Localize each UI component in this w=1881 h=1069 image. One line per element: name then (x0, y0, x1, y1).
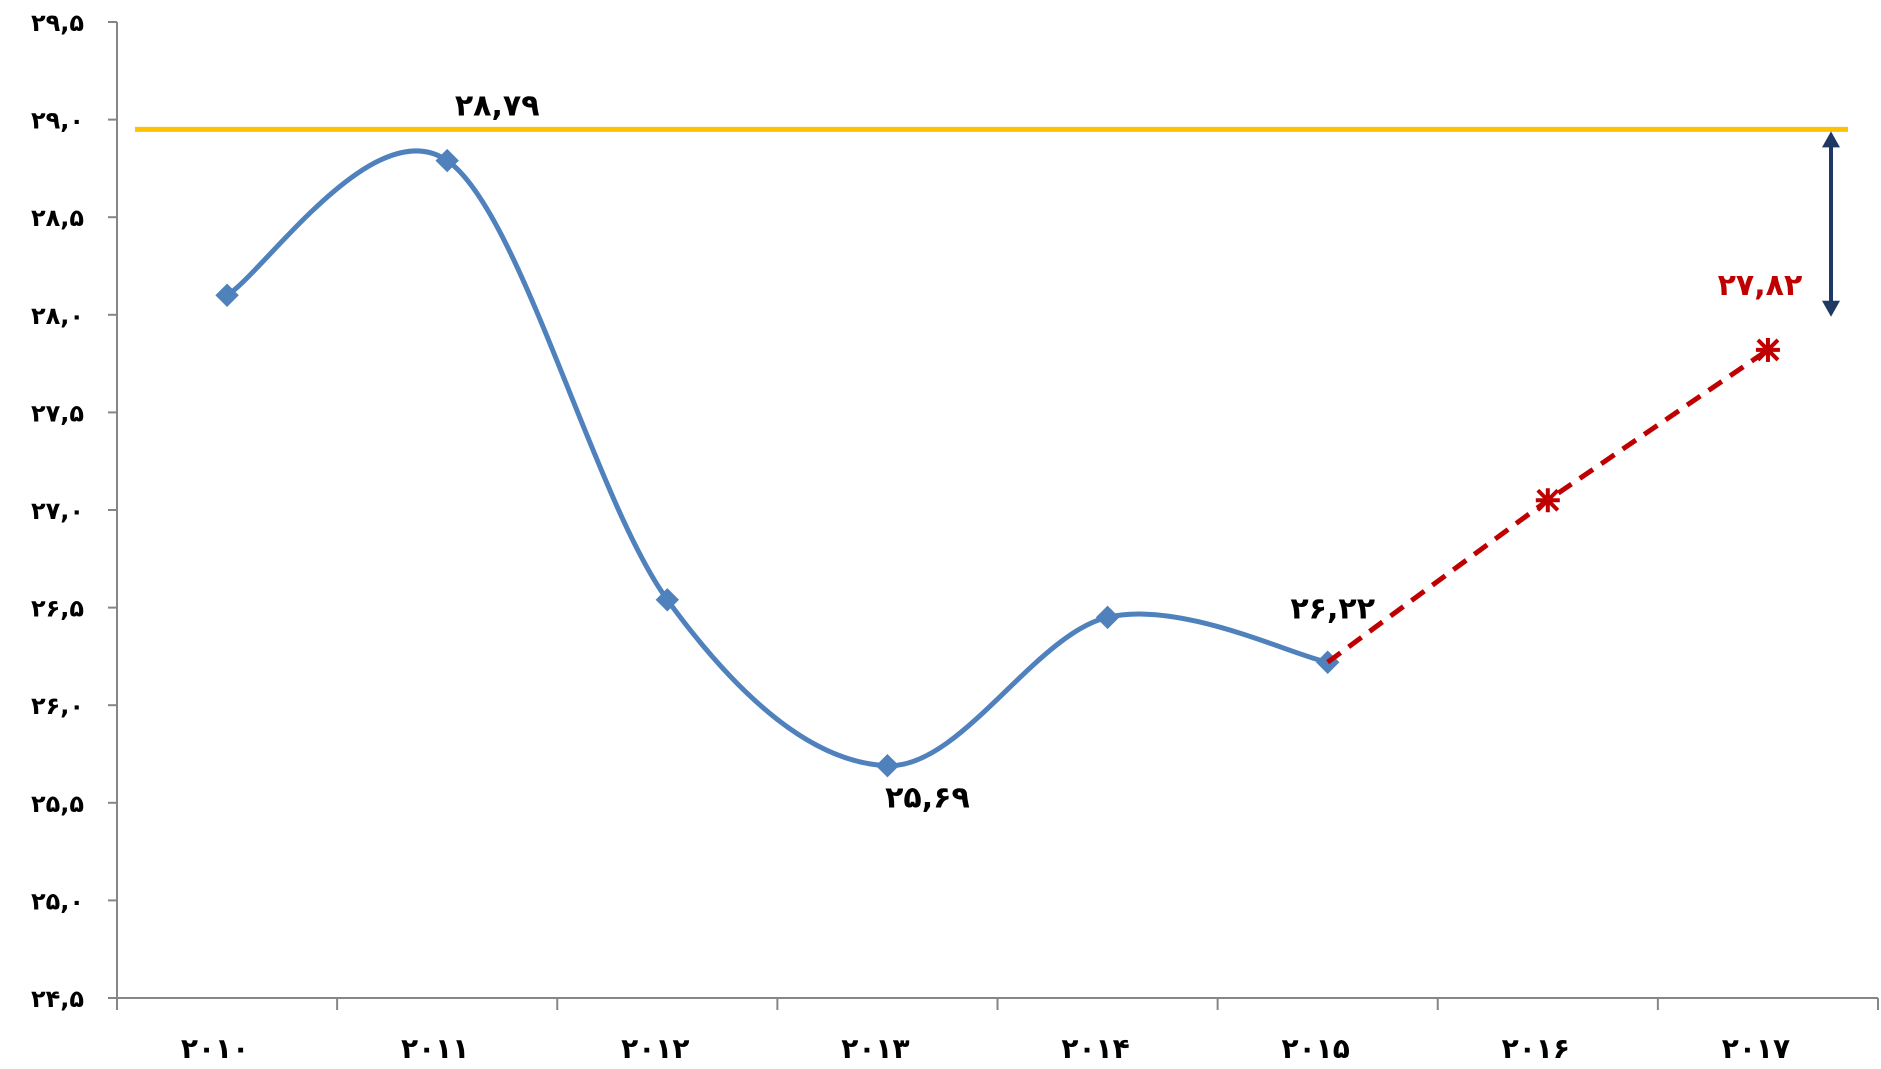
data-label: ۲۷,۸۲ (1718, 268, 1803, 303)
data-point-marker (215, 283, 239, 307)
x-tick-label: ۲۰۱۴ (1061, 1032, 1129, 1065)
reference-line-layer (135, 126, 1848, 317)
y-tick-label: ۲۹,۰ (31, 107, 84, 135)
data-label: ۲۶,۲۲ (1290, 591, 1375, 626)
x-tick-label: ۲۰۱۵ (1282, 1032, 1350, 1065)
axes: ۲۴,۵ ۲۵,۰ ۲۵,۵ ۲۶,۰ ۲۶,۵ ۲۷,۰ ۲۷,۵ ۲۸,۰ ۲۸,۵ ۲۹,۰… (31, 9, 1879, 1065)
y-tick-label: ۲۵,۵ (31, 790, 84, 818)
x-tick-label: ۲۰۱۱ (401, 1032, 469, 1065)
forecast-point-marker (1755, 337, 1780, 362)
series-layer (215, 148, 1780, 778)
data-point-marker (435, 148, 459, 173)
series-line-actual (224, 148, 1331, 769)
y-tick-label: ۲۷,۰ (31, 497, 84, 525)
y-tick-label: ۲۶,۵ (31, 595, 84, 623)
y-tick-label: ۲۹,۵ (31, 9, 84, 37)
x-tick-label: ۲۰۱۲ (621, 1032, 689, 1065)
y-tick-label: ۲۵,۰ (31, 887, 84, 915)
data-label-layer: ۲۸,۷۹ ۲۵,۶۹ ۲۶,۲۲ ۲۷,۸۲ (455, 89, 1802, 816)
gap-arrow-head-up (1822, 131, 1840, 148)
forecast-point-marker (1535, 488, 1560, 513)
gap-arrow-head-down (1822, 300, 1840, 317)
x-tick-label: ۲۰۱۰ (181, 1032, 249, 1065)
y-tick-label: ۲۴,۵ (31, 985, 84, 1013)
data-label: ۲۵,۶۹ (885, 781, 970, 816)
data-point-marker (655, 588, 680, 612)
y-tick-label: ۲۶,۰ (31, 692, 84, 720)
x-tick-label: ۲۰۱۳ (841, 1032, 909, 1065)
y-tick-label: ۲۷,۵ (31, 399, 84, 427)
data-point-marker (875, 754, 900, 778)
x-tick-label: ۲۰۱۷ (1722, 1032, 1790, 1065)
data-point-marker (1095, 605, 1120, 630)
x-tick-label: ۲۰۱۶ (1502, 1032, 1570, 1065)
y-tick-label: ۲۸,۵ (31, 204, 84, 232)
data-label: ۲۸,۷۹ (455, 89, 540, 124)
y-tick-label: ۲۸,۰ (31, 302, 84, 330)
